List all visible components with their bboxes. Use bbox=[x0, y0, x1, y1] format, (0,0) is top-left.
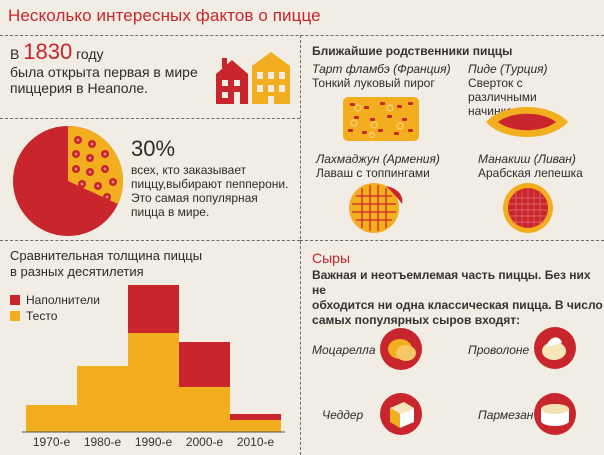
parmesan-icon bbox=[532, 392, 578, 436]
x-tick-label: 2010-е bbox=[237, 435, 275, 449]
thickness-chart: 1970-е 1980-е 1990-е 2000-е 2010-е bbox=[22, 285, 285, 449]
bar-filling-1990-е bbox=[128, 285, 179, 333]
relative-lahmajun: Лахмаджун (Армения) Лаваш с топпингами bbox=[316, 152, 466, 180]
cheeses-line3: самых популярных сыров входят: bbox=[312, 313, 521, 327]
bar-dough-2000-е bbox=[179, 387, 230, 432]
fact-prefix: В bbox=[10, 46, 24, 62]
divider-right-1 bbox=[300, 240, 604, 241]
bar-dough-2010-е bbox=[230, 420, 281, 432]
relative-name: Манакиш (Ливан) bbox=[478, 152, 576, 166]
chart-title: Сравнительная толщина пиццы в разных дес… bbox=[10, 248, 250, 280]
fact-line3: пиццерия в Неаполе. bbox=[10, 80, 149, 96]
cheeses-line2: обходится ни одна классическая пицца. В … bbox=[312, 298, 603, 312]
cheese-label-provolone: Проволоне bbox=[468, 343, 530, 357]
chart-title-line2: в разных десятилетия bbox=[10, 264, 144, 279]
pepperoni-line1: всех, кто заказывает bbox=[131, 163, 247, 177]
x-tick-label: 1980-е bbox=[84, 435, 122, 449]
relative-name: Лахмаджун (Армения) bbox=[316, 152, 440, 166]
legend-swatch-red bbox=[10, 295, 20, 305]
manakish-icon bbox=[500, 182, 556, 234]
houses-icon bbox=[214, 52, 294, 106]
x-tick-label: 1970-е bbox=[33, 435, 71, 449]
legend-item-dough: Тесто bbox=[10, 308, 100, 324]
tarte-flambee-icon bbox=[342, 96, 420, 142]
relative-manakish: Манакиш (Ливан) Арабская лепешка bbox=[478, 152, 602, 180]
bar-filling-2010-е bbox=[230, 414, 281, 420]
bar-dough-1970-е bbox=[26, 405, 77, 432]
relative-name: Тарт фламбэ (Франция) bbox=[312, 62, 451, 76]
bar-filling-2000-е bbox=[179, 342, 230, 387]
page-title: Несколько интересных фактов о пицце bbox=[8, 6, 321, 25]
lahmajun-icon bbox=[346, 182, 410, 234]
pide-icon bbox=[484, 102, 570, 142]
fact-line2: была открыта первая в мире bbox=[10, 64, 198, 80]
pepperoni-pie-icon bbox=[10, 124, 126, 238]
fact-1830: В 1830 году была открыта первая в мире п… bbox=[10, 41, 210, 97]
cheese-label-cheddar: Чеддер bbox=[322, 408, 364, 422]
pepperoni-line4: пицца в мире. bbox=[131, 205, 210, 219]
fact-year: 1830 bbox=[23, 39, 73, 64]
relative-desc: Сверток с различными начинками bbox=[468, 76, 537, 118]
relative-desc: Тонкий луковый пирог bbox=[312, 76, 435, 90]
provolone-icon bbox=[532, 325, 578, 371]
pepperoni-line2: пиццу,выбирают пепперони. bbox=[131, 177, 289, 191]
pepperoni-line3: Это самая популярная bbox=[131, 191, 258, 205]
divider-top bbox=[0, 35, 604, 36]
legend-swatch-yellow bbox=[10, 311, 20, 321]
legend-item-fillings: Наполнители bbox=[10, 292, 100, 308]
mozzarella-icon bbox=[378, 327, 424, 371]
x-tick-label: 1990-е bbox=[135, 435, 173, 449]
cheeses-title: Сыры bbox=[312, 250, 351, 266]
divider-left-1 bbox=[0, 118, 300, 119]
chart-legend: Наполнители Тесто bbox=[10, 292, 100, 324]
bar-dough-1980-е bbox=[77, 366, 128, 432]
legend-label-fillings: Наполнители bbox=[26, 293, 100, 307]
relative-desc: Лаваш с топпингами bbox=[316, 166, 430, 180]
legend-label-dough: Тесто bbox=[26, 309, 58, 323]
cheeses-text: Важная и неотъемлемая часть пиццы. Без н… bbox=[312, 268, 604, 328]
cheddar-icon bbox=[378, 392, 424, 436]
chart-title-line1: Сравнительная толщина пиццы bbox=[10, 248, 203, 263]
cheese-label-mozzarella: Моцарелла bbox=[312, 343, 376, 357]
divider-left-2 bbox=[0, 240, 300, 241]
cheese-label-parmesan: Пармезан bbox=[478, 408, 534, 422]
divider-vertical bbox=[300, 35, 301, 455]
relative-name: Пиде (Турция) bbox=[468, 62, 548, 76]
x-tick-label: 2000-е bbox=[186, 435, 224, 449]
cheeses-line1: Важная и неотъемлемая часть пиццы. Без н… bbox=[312, 268, 591, 297]
relatives-title: Ближайшие родственники пиццы bbox=[312, 44, 513, 58]
relative-tarte: Тарт фламбэ (Франция) Тонкий луковый пир… bbox=[312, 62, 462, 90]
pepperoni-percent: 30% bbox=[131, 136, 176, 161]
relative-desc: Арабская лепешка bbox=[478, 166, 583, 180]
pepperoni-fact: 30% всех, кто заказывает пиццу,выбирают … bbox=[131, 136, 299, 220]
fact-suffix: году bbox=[72, 46, 104, 62]
relative-pide: Пиде (Турция) Сверток с различными начин… bbox=[468, 62, 600, 118]
bar-dough-1990-е bbox=[128, 333, 179, 432]
